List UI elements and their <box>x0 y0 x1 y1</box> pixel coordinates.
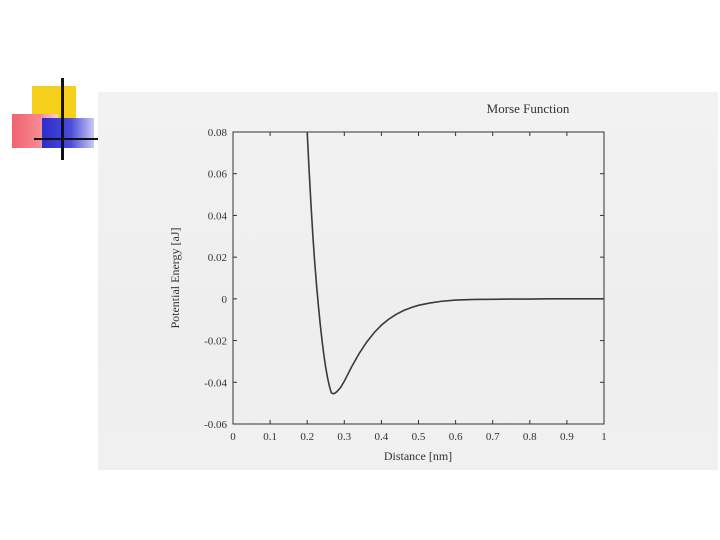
x-tick-label: 0.9 <box>560 431 574 443</box>
y-tick-label: 0.08 <box>208 127 228 139</box>
x-tick-label: 0.5 <box>412 431 426 443</box>
y-tick-label: -0.06 <box>204 419 227 431</box>
scanned-page-background <box>98 92 718 470</box>
decor-vertical-line <box>61 78 64 160</box>
decor-horizontal-line <box>34 138 110 140</box>
y-tick-label: 0.06 <box>208 169 228 181</box>
y-tick-label: -0.02 <box>204 336 227 348</box>
x-tick-label: 0.4 <box>375 431 389 443</box>
x-tick-label: 0.1 <box>263 431 277 443</box>
x-tick-label: 0.7 <box>486 431 500 443</box>
y-axis-ticks: -0.06 -0.04 -0.02 0 0.02 0.04 0.06 0.08 <box>204 127 604 431</box>
x-tick-label: 1 <box>601 431 607 443</box>
x-axis-label: Distance [nm] <box>384 449 452 463</box>
x-axis-ticks: 0 0.1 0.2 0.3 0.4 0.5 0.6 0.7 0.8 0.9 1 <box>230 132 607 443</box>
y-tick-label: -0.04 <box>204 377 227 389</box>
x-tick-label: 0.6 <box>449 431 463 443</box>
y-axis-label: Potential Energy [aJ] <box>168 227 182 328</box>
x-tick-label: 0.8 <box>523 431 537 443</box>
y-tick-label: 0.02 <box>208 252 227 264</box>
y-tick-label: 0 <box>222 294 228 306</box>
y-tick-label: 0.04 <box>208 210 228 222</box>
morse-curve-line <box>306 131 604 395</box>
x-tick-label: 0.2 <box>300 431 314 443</box>
plot-frame <box>232 131 605 425</box>
x-tick-label: 0.3 <box>337 431 351 443</box>
x-tick-label: 0 <box>230 431 236 443</box>
decor-blue-square <box>42 118 94 148</box>
chart-title: Morse Function <box>487 101 570 116</box>
